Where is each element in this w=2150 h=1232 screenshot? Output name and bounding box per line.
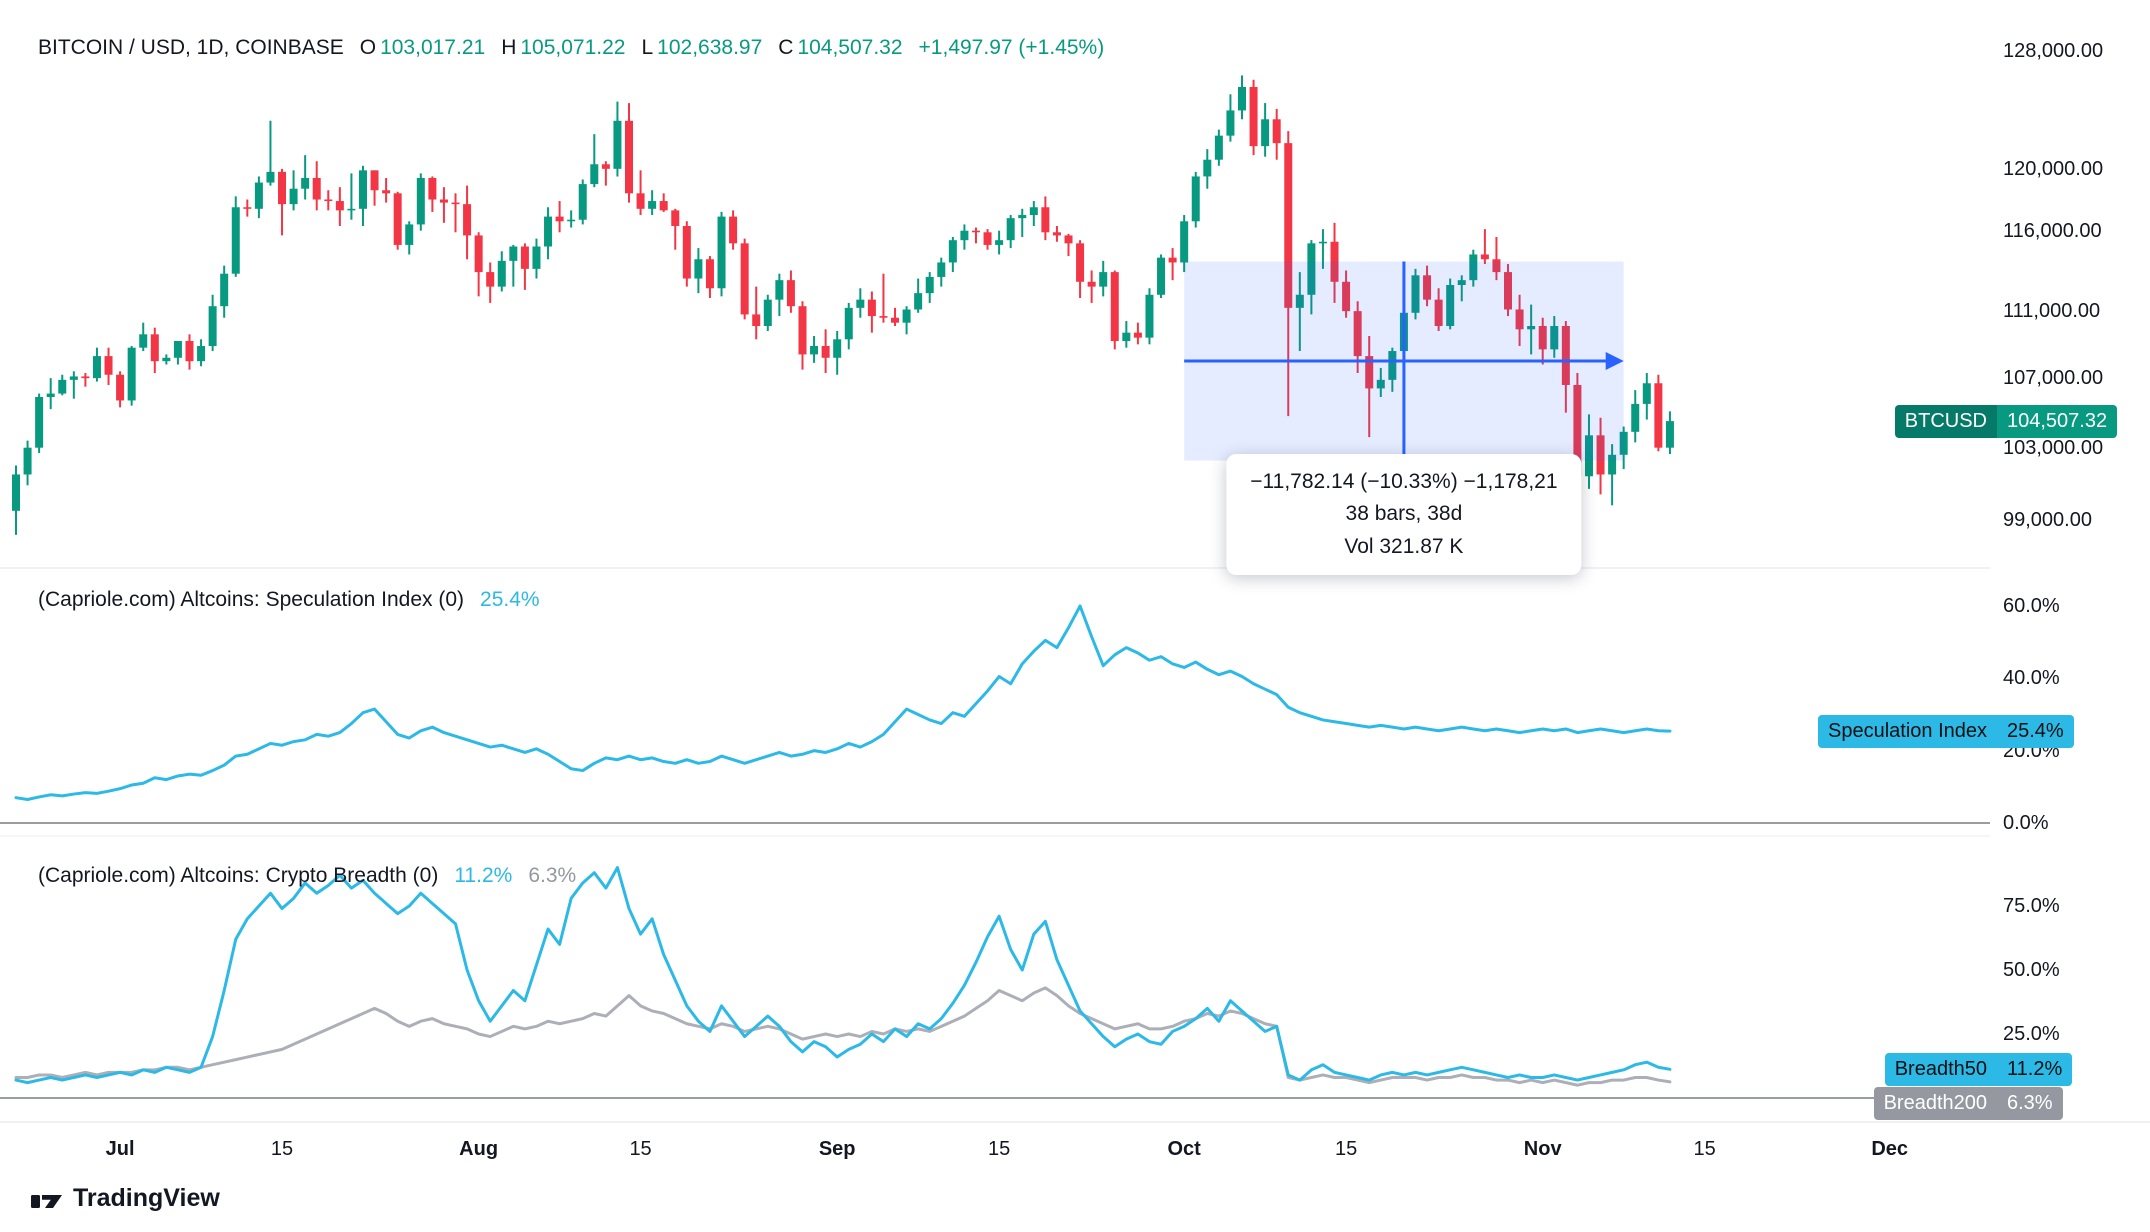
ohlc-close: C 104,507.32: [778, 36, 903, 59]
breadth200-badge-label: Breadth200: [1873, 1087, 1997, 1121]
price-pane-header: BITCOIN / USD, 1D, COINBASE O 103,017.21…: [38, 36, 1104, 60]
symbol-title[interactable]: BITCOIN / USD, 1D, COINBASE: [38, 36, 344, 59]
breadth200-line: [14, 986, 1672, 1087]
speculation-index-badge: Speculation Index 25.4%: [0, 715, 2150, 749]
tradingview-logo-icon: [31, 1194, 62, 1208]
tradingview-logo-text: TradingView: [73, 1184, 220, 1212]
measurement-tooltip: −11,782.14 (−10.33%) −1,178,21 38 bars, …: [1226, 453, 1582, 576]
ohlc-open: O 103,017.21: [359, 36, 486, 59]
ohlc-high: H 105,071.22: [501, 36, 626, 59]
candlestick-series: [12, 75, 1674, 535]
time-axis-label: Jul: [105, 1138, 135, 1160]
speculation-badge-label: Speculation Index: [1817, 715, 1997, 749]
btcusd-badge-symbol: BTCUSD: [1894, 405, 1997, 439]
breadth50-badge: Breadth50 11.2%: [0, 1053, 2150, 1087]
breadth50-line: [14, 866, 1672, 1085]
price-change: +1,497.97 (+1.45%): [918, 36, 1105, 59]
pane-dividers: [0, 567, 2150, 1123]
time-axis-label: 15: [1693, 1138, 1716, 1160]
breadth200-badge: Breadth200 6.3%: [0, 1087, 2150, 1121]
breadth-pane-header: (Capriole.com) Altcoins: Crypto Breadth …: [38, 864, 576, 888]
btcusd-price-badge: BTCUSD 104,507.32: [0, 405, 2150, 439]
measurement-bar-count: 38 bars, 38d: [1345, 502, 1463, 526]
breadth50-badge-label: Breadth50: [1884, 1053, 1997, 1087]
breadth200-badge-value: 6.3%: [1997, 1087, 2063, 1121]
measurement-overlay[interactable]: [1184, 261, 1624, 461]
speculation-index-line: [14, 604, 1672, 801]
speculation-current-value: 25.4%: [480, 588, 540, 611]
time-axis-label: 15: [270, 1138, 294, 1160]
breadth50-badge-value: 11.2%: [1997, 1053, 2073, 1087]
time-axis-label: 15: [987, 1138, 1011, 1160]
ohlc-low: L 102,638.97: [641, 36, 763, 59]
breadth50-current-value: 11.2%: [454, 864, 513, 887]
speculation-badge-value: 25.4%: [1997, 715, 2074, 749]
breadth-indicator-title[interactable]: (Capriole.com) Altcoins: Crypto Breadth …: [38, 864, 439, 887]
time-axis-label: Oct: [1167, 1138, 1201, 1160]
tradingview-logo[interactable]: TradingView: [30, 1184, 220, 1213]
time-axis-label: Dec: [1871, 1138, 1909, 1160]
time-axis-label: Nov: [1523, 1138, 1562, 1160]
btcusd-badge-price: 104,507.32: [1997, 405, 2118, 439]
time-axis-label: Sep: [818, 1138, 856, 1160]
time-axis-label: 15: [1334, 1138, 1358, 1160]
speculation-pane-header: (Capriole.com) Altcoins: Speculation Ind…: [38, 588, 540, 612]
time-axis-label: 15: [629, 1138, 652, 1160]
measurement-volume: Vol 321.87 K: [1344, 534, 1464, 558]
speculation-indicator-title[interactable]: (Capriole.com) Altcoins: Speculation Ind…: [38, 588, 465, 611]
measurement-price-change: −11,782.14 (−10.33%) −1,178,21: [1250, 469, 1558, 493]
time-axis-label: Aug: [459, 1138, 499, 1160]
breadth200-current-value: 6.3%: [528, 864, 577, 887]
